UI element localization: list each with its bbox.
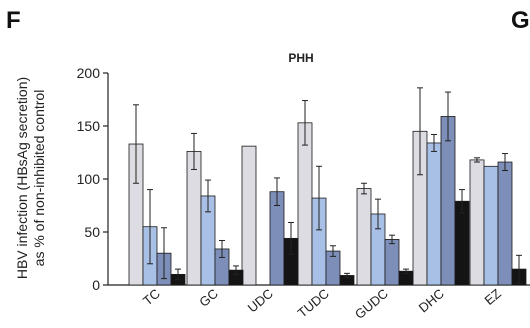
- y-tick-label: 0: [92, 277, 100, 293]
- bar-ez-s1: [469, 159, 485, 286]
- bar-gc-s1: [186, 151, 202, 286]
- chart-title: PHH: [288, 51, 313, 65]
- category-label: GC: [196, 286, 221, 310]
- plot-area: 0 50 100 150 200 TC GC UDC TUDC GUDC DHC EZ: [77, 65, 530, 322]
- bar-gudc-s3: [384, 239, 400, 286]
- bar-dhc-s2: [426, 142, 442, 286]
- category-label: TC: [140, 286, 163, 309]
- y-axis-title-line1: HBV infection (HBsAg secretion): [14, 77, 30, 279]
- y-tick-label: 200: [77, 65, 101, 81]
- y-tick-label: 100: [77, 171, 101, 187]
- panel-letter-g: G: [511, 7, 530, 34]
- category-label: GUDC: [352, 286, 391, 322]
- category-label: DHC: [416, 286, 447, 316]
- bar-dhc-s3: [440, 116, 456, 286]
- bar-tudc-s1: [297, 122, 313, 286]
- y-axis-title-line2: as % of non-inhibited control: [31, 90, 47, 267]
- panel-letter-f: F: [6, 7, 21, 34]
- bar-ez-s3: [497, 161, 513, 286]
- bar-udc-s1: [241, 145, 257, 286]
- bar-dhc-s4: [454, 200, 470, 286]
- y-axis-title: HBV infection (HBsAg secretion) as % of …: [14, 77, 47, 279]
- bar-ez-s2: [483, 165, 499, 286]
- bar-gudc-s1: [356, 188, 372, 286]
- y-tick-label: 50: [84, 224, 100, 240]
- category-label: EZ: [482, 286, 504, 308]
- category-label: UDC: [245, 286, 276, 316]
- category-label: TUDC: [295, 286, 332, 321]
- y-tick-label: 150: [77, 118, 101, 134]
